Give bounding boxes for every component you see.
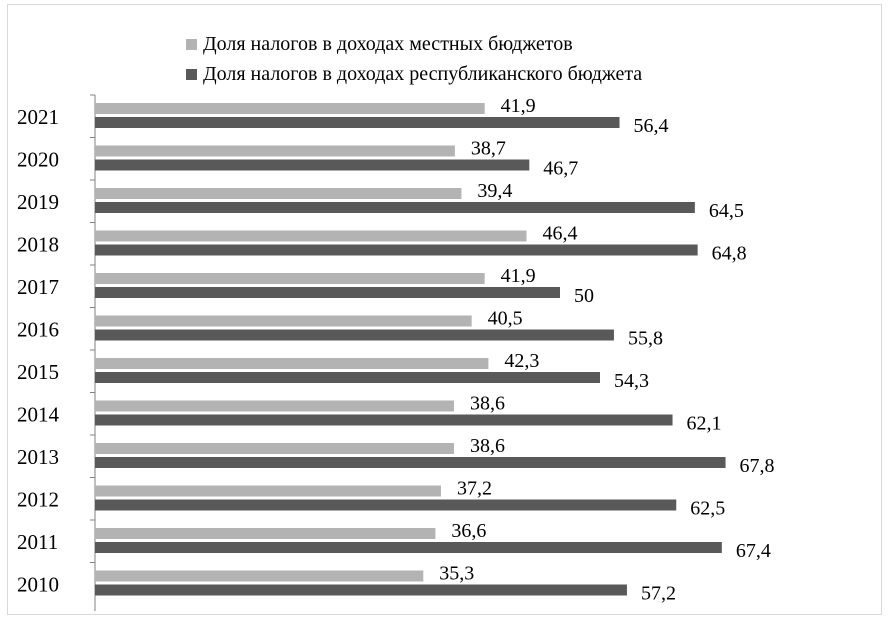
data-label-republican: 64,8 (712, 243, 747, 265)
data-label-republican: 50 (574, 285, 594, 307)
y-tick-label: 2011 (17, 530, 58, 554)
data-label-republican: 46,7 (543, 158, 578, 180)
y-tick-label: 2010 (17, 573, 59, 597)
y-tick-label: 2012 (17, 488, 59, 512)
data-label-local: 41,9 (501, 265, 536, 287)
y-tick-label: 2019 (17, 190, 59, 214)
y-tick-label: 2015 (17, 360, 59, 384)
y-tick-label: 2020 (17, 148, 59, 172)
bar-republican (95, 499, 677, 511)
legend-item-local: Доля налогов в доходах местных бюджетов (186, 29, 642, 59)
bar-republican (95, 414, 673, 426)
chart-legend: Доля налогов в доходах местных бюджетов … (186, 29, 642, 89)
data-label-republican: 67,4 (736, 540, 771, 562)
bar-republican (95, 287, 560, 298)
bar-republican (95, 159, 530, 171)
data-label-local: 38,7 (471, 138, 506, 160)
data-label-republican: 57,2 (641, 583, 676, 605)
bar-local (95, 528, 436, 539)
chart-frame (7, 4, 882, 615)
data-label-local: 39,4 (477, 180, 512, 202)
data-label-republican: 56,4 (634, 115, 669, 137)
bar-local (95, 103, 485, 114)
y-tick-label: 2018 (17, 233, 59, 257)
bar-local (95, 188, 462, 199)
data-label-republican: 67,8 (740, 455, 775, 477)
legend-item-republican: Доля налогов в доходах республиканского … (186, 59, 642, 89)
data-label-republican: 55,8 (628, 328, 663, 350)
data-label-local: 42,3 (504, 350, 539, 372)
y-tick-label: 2014 (17, 403, 60, 427)
legend-label-local: Доля налогов в доходах местных бюджетов (203, 32, 573, 55)
bar-republican (95, 457, 726, 468)
bar-local (95, 485, 441, 497)
data-label-republican: 62,5 (690, 498, 725, 520)
bar-republican (95, 329, 614, 341)
legend-swatch-local (186, 38, 197, 50)
data-label-local: 38,6 (470, 435, 505, 457)
y-tick-label: 2017 (17, 275, 59, 299)
data-label-local: 40,5 (488, 308, 523, 330)
bar-local (95, 443, 454, 454)
bar-republican (95, 202, 695, 213)
legend-label-republican: Доля налогов в доходах республиканского … (203, 62, 643, 85)
bar-local (95, 570, 424, 582)
bar-local (95, 273, 485, 284)
data-label-local: 36,6 (451, 520, 486, 542)
bar-local (95, 315, 472, 327)
y-tick-label: 2021 (17, 105, 59, 129)
bar-local (95, 230, 527, 242)
y-tick-label: 2013 (17, 445, 59, 469)
data-label-republican: 64,5 (709, 200, 744, 222)
data-label-republican: 62,1 (687, 413, 722, 435)
data-label-local: 37,2 (457, 478, 492, 500)
bar-republican (95, 244, 698, 256)
bar-republican (95, 584, 627, 596)
legend-swatch-republican (186, 68, 197, 80)
data-label-republican: 54,3 (614, 370, 649, 392)
y-tick-label: 2016 (17, 318, 59, 342)
bar-republican (95, 117, 620, 128)
bar-republican (95, 372, 600, 383)
bar-republican (95, 542, 722, 553)
data-label-local: 46,4 (543, 223, 578, 245)
bar-local (95, 400, 454, 412)
data-label-local: 35,3 (439, 563, 474, 585)
bar-local (95, 145, 455, 157)
data-label-local: 41,9 (501, 95, 536, 117)
data-label-local: 38,6 (470, 393, 505, 415)
bar-local (95, 358, 489, 369)
